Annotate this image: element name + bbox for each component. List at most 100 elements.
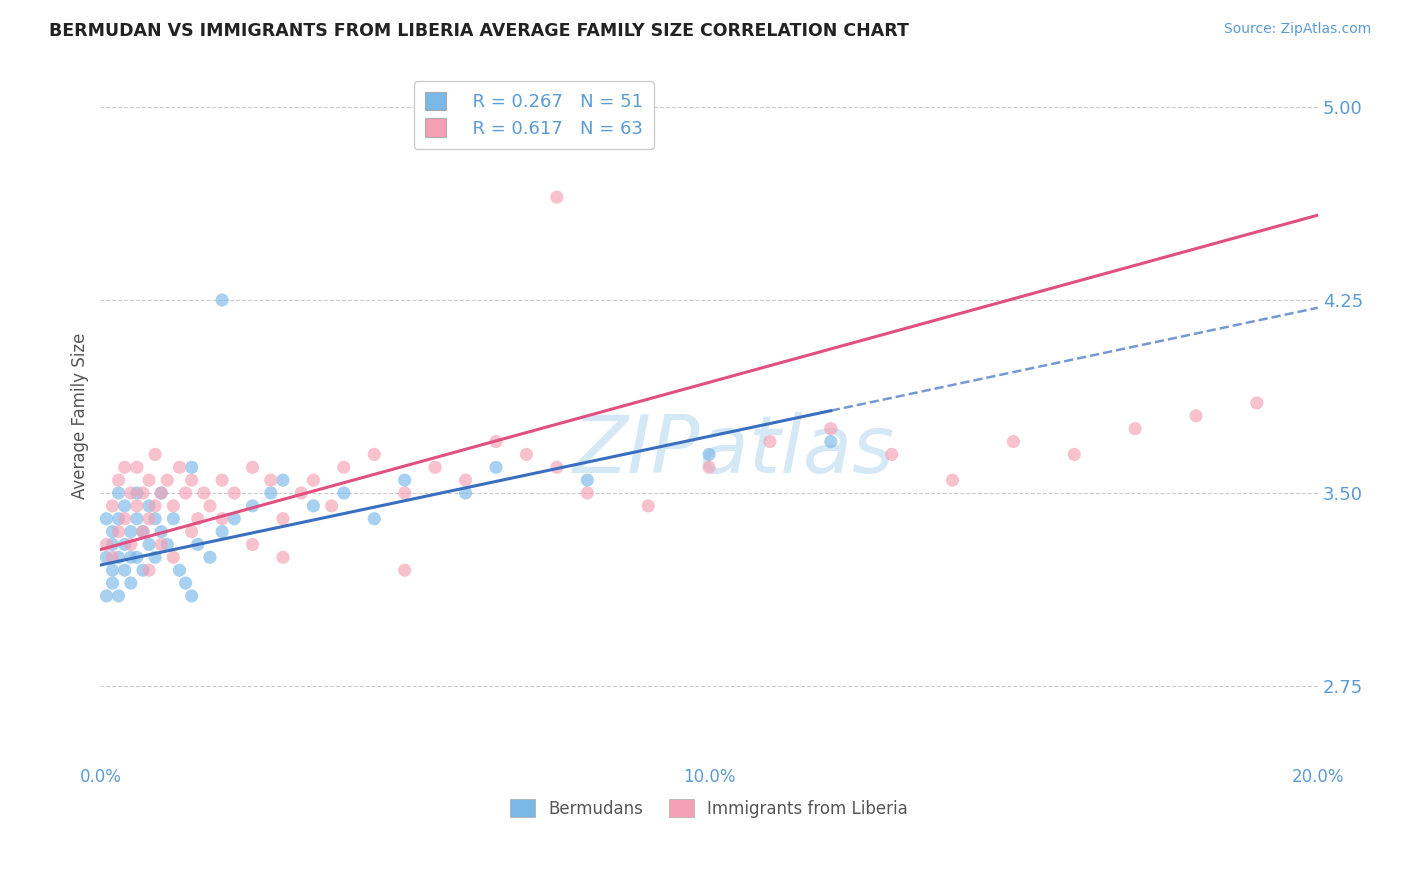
- Point: [242, 499, 264, 513]
- Point: [211, 293, 233, 307]
- Point: [96, 550, 118, 565]
- Point: [180, 524, 202, 539]
- Point: [271, 550, 294, 565]
- Point: [820, 422, 842, 436]
- Point: [107, 589, 129, 603]
- Point: [138, 512, 160, 526]
- Point: [120, 576, 142, 591]
- Point: [363, 447, 385, 461]
- Point: [174, 486, 197, 500]
- Point: [198, 499, 221, 513]
- Point: [162, 550, 184, 565]
- Point: [101, 499, 124, 513]
- Point: [120, 524, 142, 539]
- Point: [637, 499, 659, 513]
- Point: [290, 486, 312, 500]
- Point: [180, 589, 202, 603]
- Point: [132, 563, 155, 577]
- Point: [224, 486, 246, 500]
- Point: [271, 512, 294, 526]
- Point: [1246, 396, 1268, 410]
- Point: [120, 486, 142, 500]
- Point: [101, 550, 124, 565]
- Point: [454, 473, 477, 487]
- Point: [363, 512, 385, 526]
- Point: [697, 447, 720, 461]
- Point: [96, 512, 118, 526]
- Point: [546, 460, 568, 475]
- Point: [180, 460, 202, 475]
- Point: [333, 460, 356, 475]
- Point: [454, 486, 477, 500]
- Point: [485, 434, 508, 449]
- Point: [1063, 447, 1085, 461]
- Point: [1185, 409, 1208, 423]
- Point: [576, 473, 599, 487]
- Point: [302, 499, 325, 513]
- Point: [697, 460, 720, 475]
- Point: [546, 190, 568, 204]
- Point: [125, 550, 148, 565]
- Point: [125, 486, 148, 500]
- Point: [260, 473, 283, 487]
- Point: [180, 473, 202, 487]
- Point: [271, 473, 294, 487]
- Point: [485, 460, 508, 475]
- Point: [132, 524, 155, 539]
- Point: [150, 537, 173, 551]
- Point: [394, 473, 416, 487]
- Point: [101, 537, 124, 551]
- Point: [132, 486, 155, 500]
- Point: [114, 563, 136, 577]
- Point: [211, 473, 233, 487]
- Point: [120, 537, 142, 551]
- Legend: Bermudans, Immigrants from Liberia: Bermudans, Immigrants from Liberia: [503, 793, 914, 824]
- Point: [333, 486, 356, 500]
- Point: [162, 512, 184, 526]
- Point: [101, 563, 124, 577]
- Point: [143, 550, 166, 565]
- Point: [132, 524, 155, 539]
- Point: [242, 537, 264, 551]
- Point: [321, 499, 343, 513]
- Point: [156, 537, 179, 551]
- Point: [880, 447, 903, 461]
- Point: [143, 499, 166, 513]
- Point: [187, 512, 209, 526]
- Point: [150, 486, 173, 500]
- Point: [198, 550, 221, 565]
- Point: [423, 460, 446, 475]
- Point: [114, 512, 136, 526]
- Point: [174, 576, 197, 591]
- Point: [169, 563, 191, 577]
- Point: [120, 550, 142, 565]
- Point: [138, 537, 160, 551]
- Point: [125, 499, 148, 513]
- Point: [138, 499, 160, 513]
- Point: [107, 473, 129, 487]
- Point: [242, 460, 264, 475]
- Point: [394, 486, 416, 500]
- Point: [820, 434, 842, 449]
- Point: [169, 460, 191, 475]
- Text: ZIPatlas: ZIPatlas: [572, 411, 894, 490]
- Text: Source: ZipAtlas.com: Source: ZipAtlas.com: [1223, 22, 1371, 37]
- Point: [162, 499, 184, 513]
- Point: [96, 537, 118, 551]
- Point: [224, 512, 246, 526]
- Point: [515, 447, 537, 461]
- Point: [193, 486, 215, 500]
- Y-axis label: Average Family Size: Average Family Size: [72, 333, 89, 499]
- Point: [941, 473, 963, 487]
- Point: [114, 499, 136, 513]
- Point: [759, 434, 782, 449]
- Point: [96, 589, 118, 603]
- Point: [107, 524, 129, 539]
- Point: [150, 524, 173, 539]
- Text: BERMUDAN VS IMMIGRANTS FROM LIBERIA AVERAGE FAMILY SIZE CORRELATION CHART: BERMUDAN VS IMMIGRANTS FROM LIBERIA AVER…: [49, 22, 910, 40]
- Point: [302, 473, 325, 487]
- Point: [150, 486, 173, 500]
- Point: [138, 563, 160, 577]
- Point: [211, 512, 233, 526]
- Point: [125, 460, 148, 475]
